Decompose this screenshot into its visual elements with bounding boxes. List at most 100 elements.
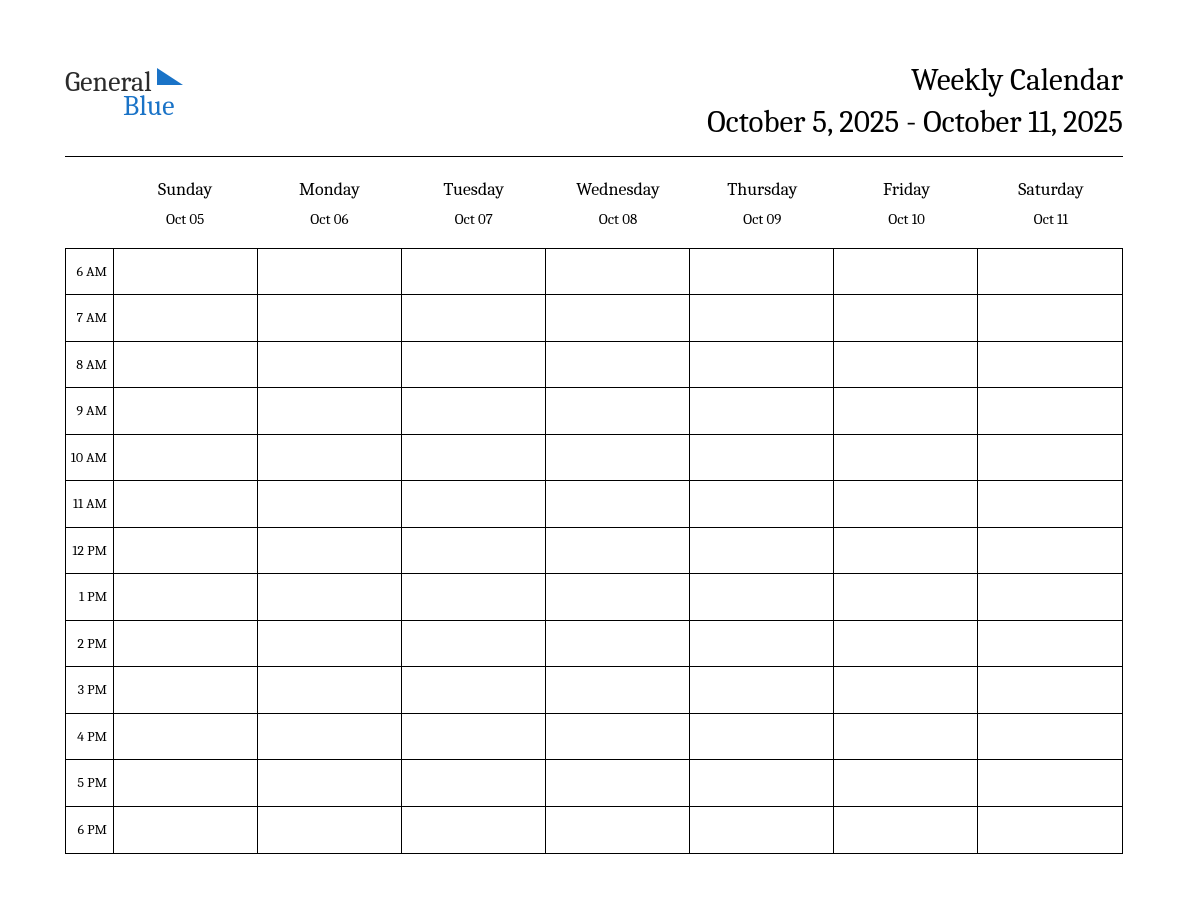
calendar-slot[interactable] (402, 667, 546, 714)
calendar-slot[interactable] (258, 295, 402, 342)
calendar-slot[interactable] (258, 760, 402, 807)
calendar-slot[interactable] (546, 667, 690, 714)
calendar-slot[interactable] (258, 574, 402, 621)
calendar-slot[interactable] (258, 714, 402, 761)
calendar-slot[interactable] (402, 807, 546, 854)
calendar-slot[interactable] (834, 249, 978, 296)
calendar-slot[interactable] (258, 435, 402, 482)
calendar-slot[interactable] (834, 342, 978, 389)
calendar-slot[interactable] (690, 249, 834, 296)
calendar-slot[interactable] (690, 388, 834, 435)
calendar-slot[interactable] (258, 807, 402, 854)
calendar-slot[interactable] (690, 528, 834, 575)
calendar-slot[interactable] (690, 714, 834, 761)
calendar-slot[interactable] (258, 621, 402, 668)
calendar-slot[interactable] (690, 295, 834, 342)
day-date: Oct 05 (113, 210, 257, 228)
calendar-slot[interactable] (834, 714, 978, 761)
calendar-slot[interactable] (546, 807, 690, 854)
calendar-slot[interactable] (978, 621, 1122, 668)
calendar-slot[interactable] (834, 435, 978, 482)
calendar-slot[interactable] (834, 667, 978, 714)
calendar-slot[interactable] (114, 388, 258, 435)
calendar-slot[interactable] (114, 295, 258, 342)
calendar-slot[interactable] (690, 621, 834, 668)
calendar-slot[interactable] (546, 295, 690, 342)
calendar-slot[interactable] (402, 342, 546, 389)
calendar-slot[interactable] (114, 528, 258, 575)
calendar-slot[interactable] (978, 342, 1122, 389)
calendar-slot[interactable] (402, 388, 546, 435)
calendar-slot[interactable] (834, 574, 978, 621)
calendar-slot[interactable] (114, 714, 258, 761)
calendar-slot[interactable] (114, 574, 258, 621)
calendar-slot[interactable] (546, 342, 690, 389)
calendar-slot[interactable] (546, 714, 690, 761)
calendar-slot[interactable] (690, 574, 834, 621)
calendar-slot[interactable] (978, 574, 1122, 621)
calendar-slot[interactable] (978, 807, 1122, 854)
day-name: Thursday (690, 179, 834, 200)
logo-blue-text: Blue (123, 92, 174, 120)
calendar-slot[interactable] (834, 760, 978, 807)
calendar-slot[interactable] (402, 295, 546, 342)
calendar-slot[interactable] (546, 528, 690, 575)
calendar-slot[interactable] (402, 481, 546, 528)
calendar-slot[interactable] (978, 295, 1122, 342)
calendar-slot[interactable] (690, 667, 834, 714)
calendar-slot[interactable] (258, 481, 402, 528)
calendar-slot[interactable] (402, 760, 546, 807)
calendar-slot[interactable] (834, 388, 978, 435)
time-label: 12 PM (66, 528, 114, 575)
calendar-slot[interactable] (978, 667, 1122, 714)
calendar-slot[interactable] (546, 760, 690, 807)
day-name: Sunday (113, 179, 257, 200)
calendar-slot[interactable] (978, 435, 1122, 482)
calendar-slot[interactable] (114, 621, 258, 668)
calendar-slot[interactable] (834, 481, 978, 528)
calendar-slot[interactable] (690, 342, 834, 389)
calendar-slot[interactable] (546, 621, 690, 668)
calendar-slot[interactable] (402, 714, 546, 761)
calendar-slot[interactable] (114, 249, 258, 296)
calendar-slot[interactable] (258, 528, 402, 575)
day-header: SaturdayOct 11 (979, 175, 1123, 232)
calendar-slot[interactable] (258, 342, 402, 389)
calendar-slot[interactable] (258, 249, 402, 296)
calendar-slot[interactable] (834, 807, 978, 854)
calendar-slot[interactable] (546, 574, 690, 621)
calendar-slot[interactable] (690, 481, 834, 528)
calendar-slot[interactable] (258, 667, 402, 714)
calendar-slot[interactable] (114, 481, 258, 528)
calendar-slot[interactable] (114, 342, 258, 389)
calendar-slot[interactable] (978, 714, 1122, 761)
calendar-slot[interactable] (978, 528, 1122, 575)
calendar-slot[interactable] (402, 435, 546, 482)
day-date: Oct 10 (834, 210, 978, 228)
calendar-slot[interactable] (690, 807, 834, 854)
calendar-slot[interactable] (402, 621, 546, 668)
logo: General Blue (65, 60, 183, 96)
calendar-slot[interactable] (402, 249, 546, 296)
calendar-slot[interactable] (978, 388, 1122, 435)
calendar-slot[interactable] (546, 435, 690, 482)
calendar-slot[interactable] (978, 249, 1122, 296)
calendar-slot[interactable] (690, 435, 834, 482)
calendar-slot[interactable] (114, 667, 258, 714)
calendar-slot[interactable] (402, 574, 546, 621)
calendar-slot[interactable] (978, 760, 1122, 807)
calendar-slot[interactable] (834, 621, 978, 668)
calendar-slot[interactable] (114, 807, 258, 854)
calendar-slot[interactable] (546, 388, 690, 435)
calendar-slot[interactable] (258, 388, 402, 435)
calendar-slot[interactable] (546, 481, 690, 528)
calendar-slot[interactable] (114, 435, 258, 482)
calendar-slot[interactable] (690, 760, 834, 807)
calendar-slot[interactable] (402, 528, 546, 575)
calendar-slot[interactable] (834, 528, 978, 575)
calendar-slot[interactable] (114, 760, 258, 807)
calendar-slot[interactable] (834, 295, 978, 342)
calendar-slot[interactable] (546, 249, 690, 296)
calendar-slot[interactable] (978, 481, 1122, 528)
time-label: 5 PM (66, 760, 114, 807)
